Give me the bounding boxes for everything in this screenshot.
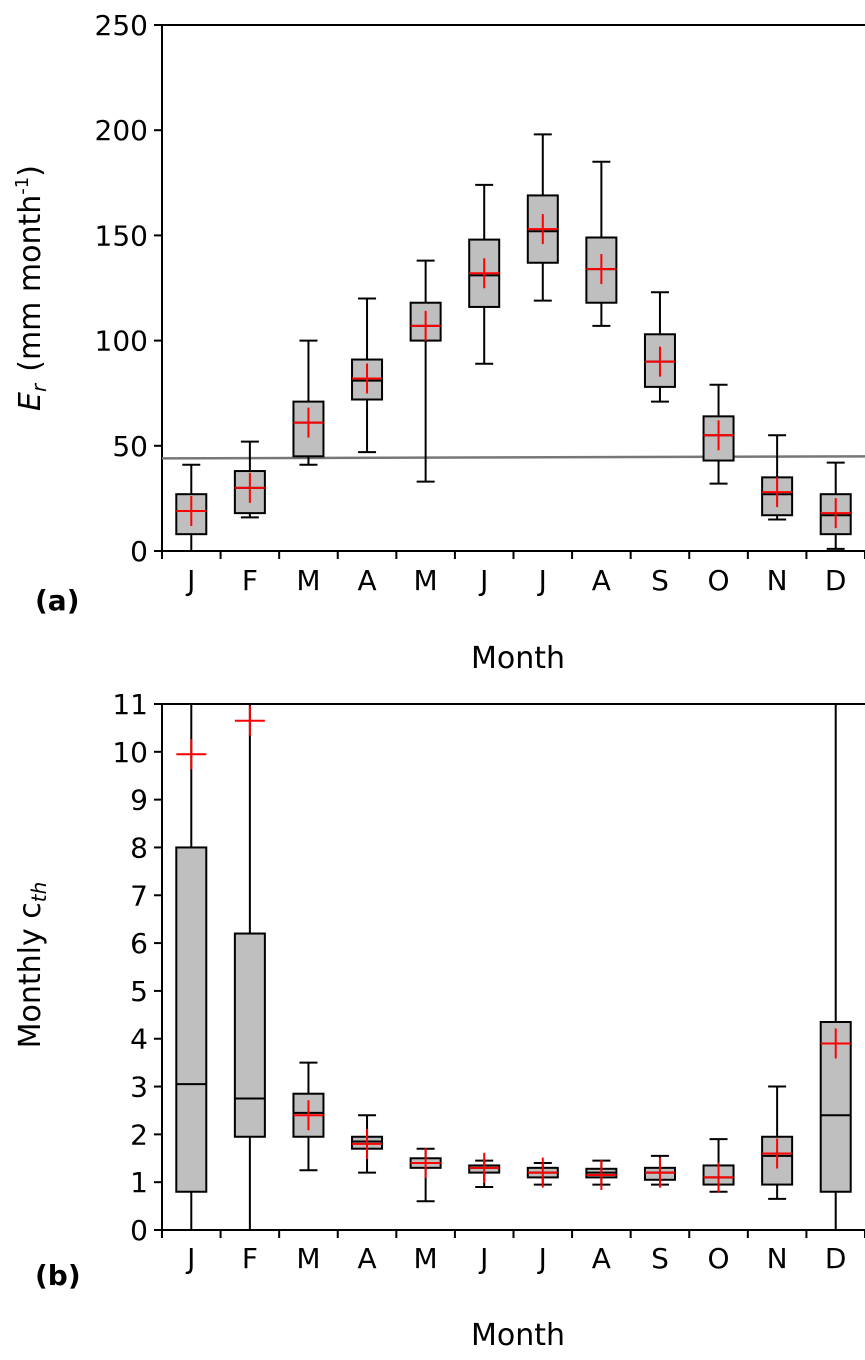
panel-a-x-tick-label: J (478, 564, 488, 597)
panel-a-x-tick-label: J (537, 564, 547, 597)
panel-a-reference-line (161, 455, 865, 460)
panel-b-box-3 (292, 1061, 325, 1172)
panel-a-y-tick-label: 100 (95, 325, 148, 358)
panel-b: Monthly cth Month (b) 0 1 2 3 4 5 6 7 8 9 10 11 J F M A… (13, 688, 865, 1353)
y-label-main: Monthly c (13, 902, 48, 1048)
panel-b-label: (b) (35, 1259, 81, 1292)
panel-a-x-tick-label: J (185, 564, 195, 597)
panel-a-x-tick-label: M (414, 564, 438, 597)
panel-a-box-2 (233, 440, 266, 519)
panel-b-box-9 (643, 1154, 676, 1188)
panel-a-y-tick-label: 200 (95, 114, 148, 147)
y-label-subscript: th (27, 882, 51, 903)
panel-a-y-axis-title: Er (mm month-1) (12, 165, 51, 411)
y-label-subscript: r (27, 382, 51, 392)
panel-b-x-tick-label: J (185, 1242, 195, 1275)
panel-b-box-1 (175, 704, 208, 1230)
panel-a-y-tick-label: 250 (95, 9, 148, 42)
y-label-close: ) (13, 165, 48, 177)
panel-b-x-tick-label: N (767, 1242, 788, 1275)
panel-a-label: (a) (35, 584, 80, 617)
panel-a-x-axis-label: Month (471, 641, 565, 676)
panel-b-y-tick-label: 9 (130, 784, 148, 817)
panel-a-y-tick-label: 0 (130, 535, 148, 568)
y-label-main: E (13, 392, 48, 411)
panel-a-box-4 (351, 297, 384, 454)
panel-b-box-2 (233, 704, 266, 1230)
panel-b-box-8 (585, 1159, 618, 1191)
panel-b-y-tick-label: 11 (112, 688, 148, 721)
panel-b-y-axis-label: Monthly cth (13, 882, 51, 1049)
panel-b-x-tick-label: D (825, 1242, 847, 1275)
panel-a-box-12 (819, 461, 852, 550)
panel-b-y-tick-label: 4 (130, 1023, 148, 1056)
panel-b-x-tick-label: M (296, 1242, 320, 1275)
panel-b-box-7 (526, 1157, 559, 1188)
panel-b-x-tick-label: A (592, 1242, 611, 1275)
panel-a-box-9 (643, 291, 676, 403)
panel-a-box-11 (761, 434, 794, 521)
panel-b-box-5 (409, 1147, 442, 1203)
panel-a-x-tick-label: O (708, 564, 730, 597)
panel-a-y-axis-label: Er (mm month-1) (12, 165, 51, 411)
panel-b-y-axis-title: Monthly cth (13, 882, 51, 1049)
panel-a-box-8 (585, 160, 618, 327)
panel-a-box-1 (175, 463, 208, 551)
panel-a-y-tick-label: 150 (95, 219, 148, 252)
panel-a-box-7 (526, 133, 559, 302)
panel-a-x-tick-label: D (825, 564, 847, 597)
panel-b-y-tick-label: 5 (130, 975, 148, 1008)
panel-a-box-3 (292, 339, 325, 466)
panel-a-box-6 (468, 183, 501, 365)
panel-b-box-11 (761, 1085, 794, 1200)
panel-b-x-tick-label: O (708, 1242, 730, 1275)
panel-b-x-tick-label: A (357, 1242, 376, 1275)
panel-b-y-tick-label: 10 (112, 736, 148, 769)
y-label-unit: (mm month (13, 195, 48, 372)
panel-b-y-tick-label: 3 (130, 1071, 148, 1104)
iqr-box (233, 932, 266, 1138)
panel-a-box-10 (702, 383, 735, 485)
panel-a-y-tick-label: 50 (112, 430, 148, 463)
panel-b-box-6 (468, 1152, 501, 1188)
panel-b-y-tick-label: 1 (130, 1166, 148, 1199)
panel-b-y-tick-label: 8 (130, 831, 148, 864)
panel-b-x-axis-label: Month (471, 1318, 565, 1353)
panel-b-x-tick-label: J (478, 1242, 488, 1275)
panel-b-box-4 (351, 1114, 384, 1174)
panel-a-x-tick-label: F (242, 564, 258, 597)
panel-b-y-tick-label: 0 (130, 1214, 148, 1247)
panel-a-x-tick-label: M (296, 564, 320, 597)
panel-a-x-tick-label: N (767, 564, 788, 597)
panel-b-box-10 (702, 1138, 735, 1193)
panel-b-y-tick-label: 7 (130, 879, 148, 912)
panel-b-box-12 (819, 704, 852, 1230)
panel-b-x-tick-label: J (537, 1242, 547, 1275)
panel-a-x-tick-label: S (651, 564, 669, 597)
panel-b-y-tick-label: 6 (130, 927, 148, 960)
panel-a: Er (mm month-1) Month (a) 0 50 100 150 200 250… (12, 9, 865, 676)
panel-b-x-tick-label: S (651, 1242, 669, 1275)
iqr-box (175, 846, 208, 1193)
panel-a-x-tick-label: A (357, 564, 376, 597)
panel-b-x-tick-label: F (242, 1242, 258, 1275)
y-label-exponent: -1 (12, 177, 33, 195)
panel-a-x-tick-label: A (592, 564, 611, 597)
panel-b-y-tick-label: 2 (130, 1118, 148, 1151)
panel-a-box-5 (409, 259, 442, 483)
panel-b-x-tick-label: M (414, 1242, 438, 1275)
